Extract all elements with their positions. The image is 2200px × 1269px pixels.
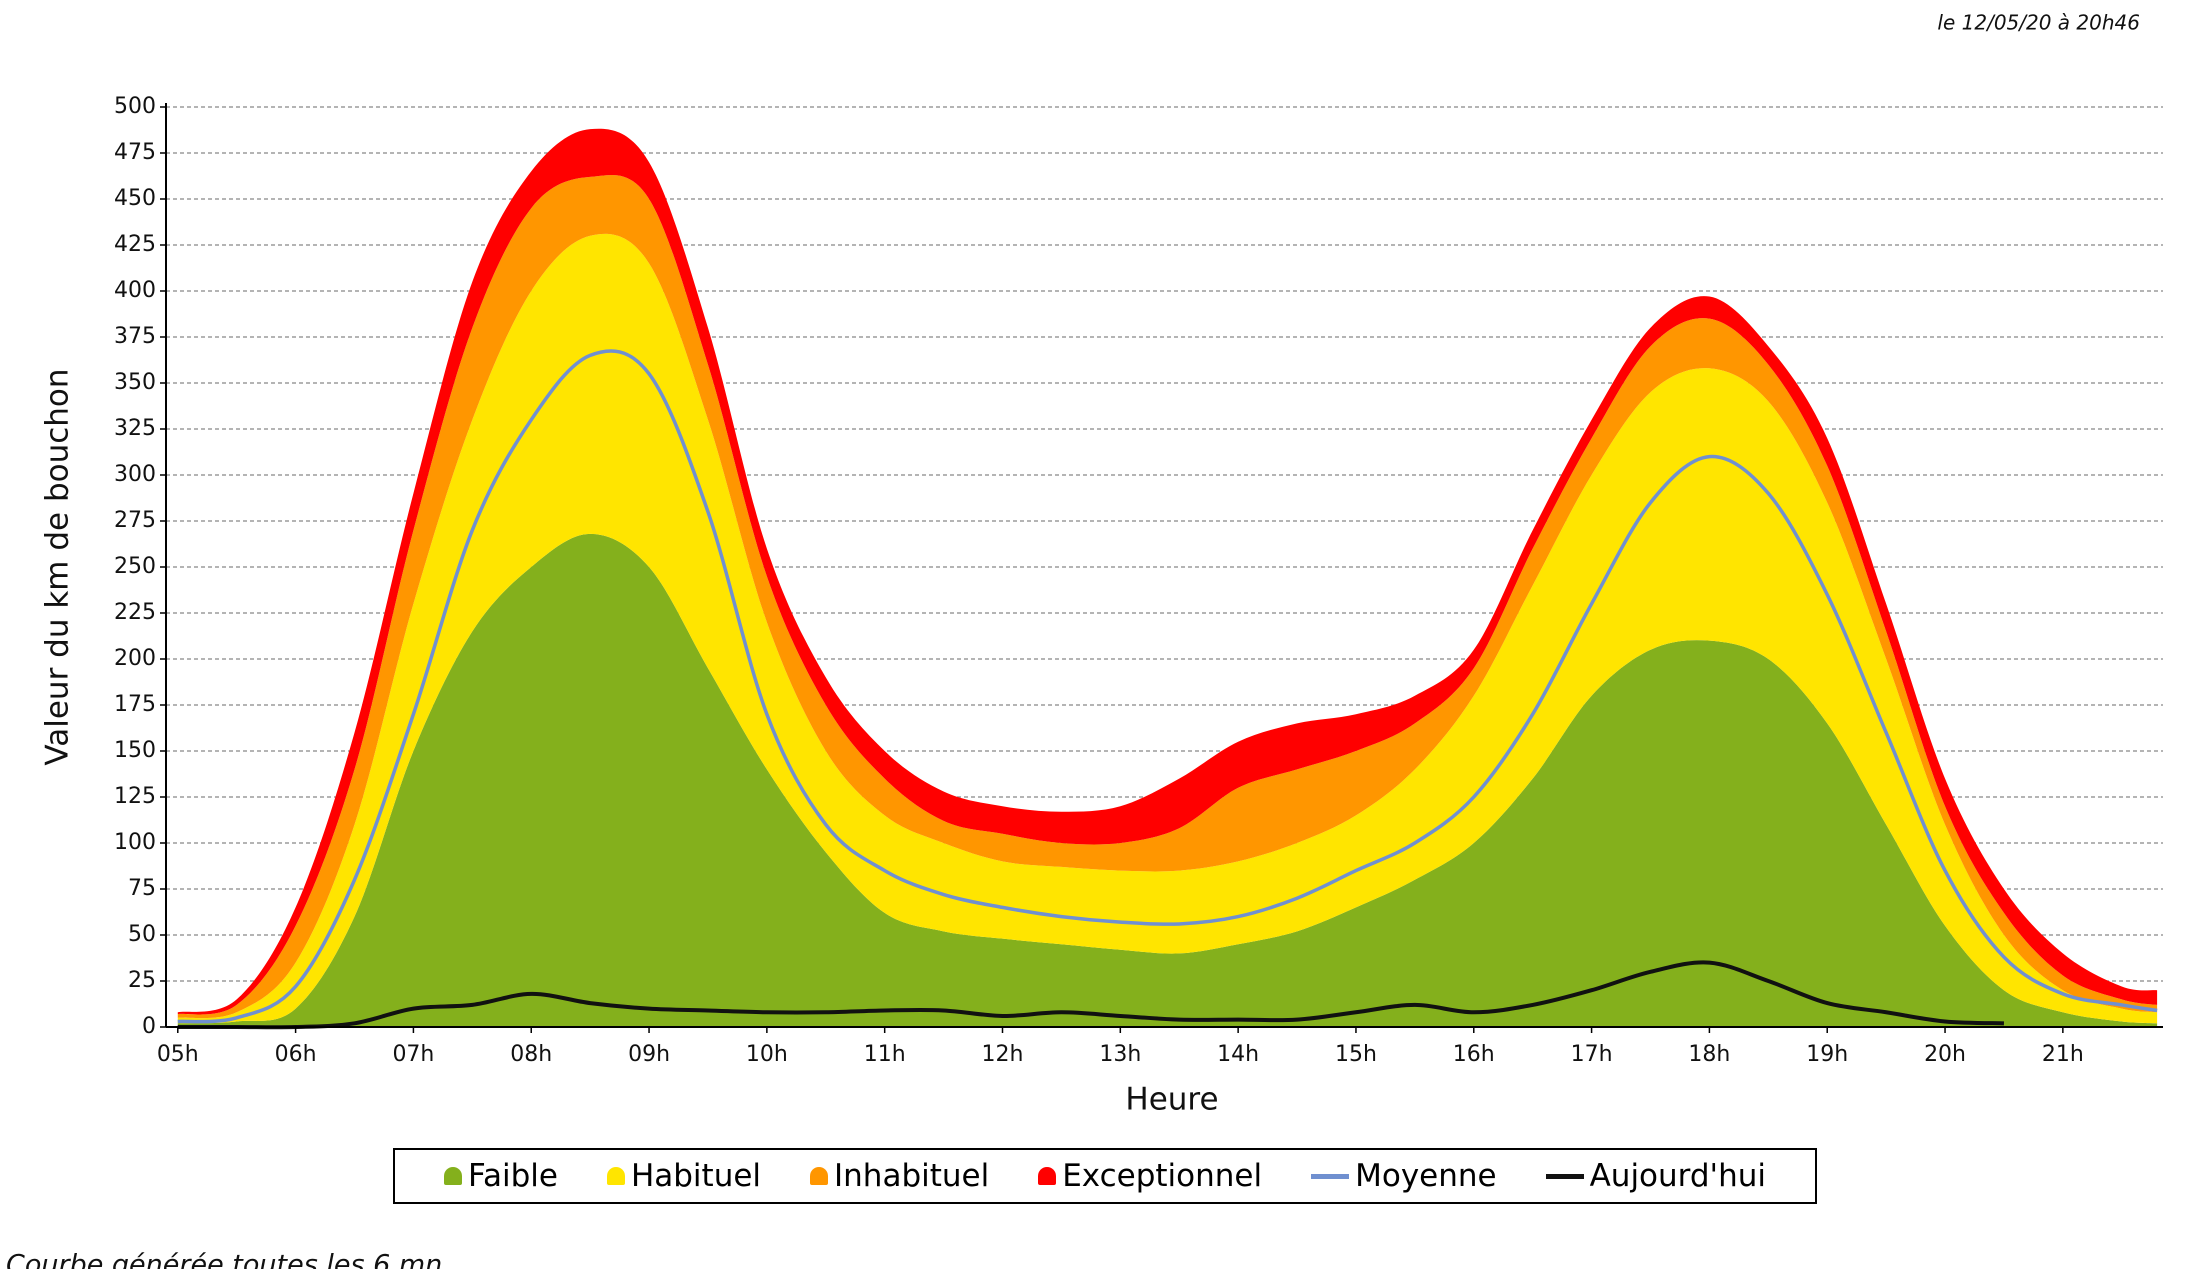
y-tick-label: 325 [114, 416, 156, 441]
legend-item: Moyenne [1311, 1158, 1497, 1194]
legend-label: Inhabituel [834, 1158, 990, 1194]
y-tick-label: 250 [114, 554, 156, 579]
x-tick-label: 15h [1335, 1042, 1377, 1067]
y-tick-label: 450 [114, 186, 156, 211]
legend-item: Faible [443, 1158, 558, 1194]
x-tick-label: 05h [157, 1042, 199, 1067]
x-tick-label: 07h [392, 1042, 434, 1067]
y-tick-label: 175 [114, 692, 156, 717]
areas [177, 128, 2158, 1027]
y-tick-label: 300 [114, 462, 156, 487]
legend-item: Habituel [606, 1158, 762, 1194]
x-tick-label: 17h [1571, 1042, 1613, 1067]
legend: Faible Habituel Inhabituel Exceptionnel Moye… [393, 1148, 1817, 1204]
legend-item: Exceptionnel [1038, 1158, 1262, 1194]
x-tick-label: 14h [1217, 1042, 1259, 1067]
legend-label: Faible [467, 1158, 558, 1194]
x-axis-label: Heure [1125, 1082, 1218, 1118]
y-tick-label: 350 [114, 370, 156, 395]
area [177, 233, 2158, 1024]
x-tick-label: 16h [1453, 1042, 1495, 1067]
x-tick-label: 06h [275, 1042, 317, 1067]
y-tick-label: 0 [142, 1014, 156, 1039]
y-tick-label: 275 [114, 508, 156, 533]
legend-marker [1311, 1173, 1350, 1179]
x-tick-label: 10h [746, 1042, 788, 1067]
x-tick-label: 12h [982, 1042, 1024, 1067]
x-tick-label: 09h [628, 1042, 670, 1067]
legend-label: Moyenne [1355, 1158, 1497, 1194]
legend-item: Inhabituel [810, 1158, 989, 1194]
y-tick-label: 100 [114, 830, 156, 855]
legend-label: Exceptionnel [1062, 1158, 1263, 1194]
y-tick-label: 500 [114, 94, 156, 119]
y-tick-label: 400 [114, 278, 156, 303]
x-tick-label: 13h [1099, 1042, 1141, 1067]
line [177, 960, 2005, 1030]
y-tick-label: 375 [114, 324, 156, 349]
y-tick-label: 75 [128, 876, 156, 901]
y-tick-label: 125 [114, 784, 156, 809]
y-tick-label: 225 [114, 600, 156, 625]
legend-marker [606, 1167, 625, 1185]
legend-item: Aujourd'hui [1545, 1158, 1766, 1194]
y-tick-label: 50 [128, 922, 156, 947]
x-tick-label: 21h [2042, 1042, 2084, 1067]
y-tick-label: 425 [114, 232, 156, 257]
legend-marker [1545, 1173, 1584, 1179]
x-tick-label: 19h [1806, 1042, 1848, 1067]
footnote: Courbe générée toutes les 6 mn [6, 1250, 442, 1269]
y-tick-label: 200 [114, 646, 156, 671]
y-tick-label: 475 [114, 140, 156, 165]
x-tick-label: 20h [1924, 1042, 1966, 1067]
y-tick-label: 25 [128, 968, 156, 993]
timestamp: le 12/05/20 à 20h46 [1937, 11, 2140, 35]
x-tick-label: 08h [510, 1042, 552, 1067]
y-axis-label: Valeur du km de bouchon [40, 368, 76, 765]
legend-marker [810, 1167, 829, 1185]
legend-marker [443, 1167, 462, 1185]
y-tick-label: 150 [114, 738, 156, 763]
line [177, 349, 2158, 1024]
lines [177, 349, 2158, 1030]
area [177, 533, 2158, 1027]
legend-label: Aujourd'hui [1589, 1158, 1766, 1194]
legend-label: Habituel [630, 1158, 762, 1194]
x-tick-label: 18h [1688, 1042, 1730, 1067]
area [177, 174, 2158, 1019]
legend-marker [1038, 1167, 1057, 1185]
x-tick-label: 11h [864, 1042, 906, 1067]
